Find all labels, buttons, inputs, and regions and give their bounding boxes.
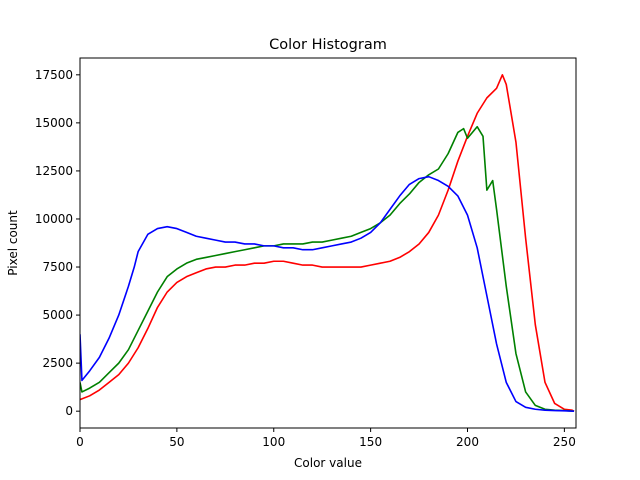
chart-title: Color Histogram	[269, 37, 387, 53]
x-tick-label: 200	[456, 435, 479, 449]
y-tick-label: 15000	[35, 116, 73, 130]
series-line-red	[80, 74, 575, 412]
x-tick-label: 100	[262, 435, 285, 449]
x-axis-title: Color value	[294, 456, 362, 470]
x-axis: 0 50 100 150 200 250	[76, 428, 576, 449]
y-tick-label: 12500	[35, 164, 73, 178]
plot-area	[80, 74, 575, 412]
y-tick-label: 2500	[42, 356, 73, 370]
x-tick-label: 250	[553, 435, 576, 449]
y-axis-title: Pixel count	[6, 210, 20, 276]
plot-frame	[79, 57, 577, 429]
x-tick-label: 150	[359, 435, 382, 449]
y-tick-label: 7500	[42, 260, 73, 274]
y-tick-label: 0	[65, 404, 73, 418]
y-tick-label: 5000	[42, 308, 73, 322]
y-axis: 0 2500 5000 7500 10000 12500 15000 17500	[35, 68, 80, 418]
series-line-green	[80, 125, 575, 412]
series-line-blue	[80, 175, 575, 412]
y-tick-label: 10000	[35, 212, 73, 226]
y-tick-label: 17500	[35, 68, 73, 82]
x-tick-label: 50	[169, 435, 184, 449]
x-tick-label: 0	[76, 435, 84, 449]
